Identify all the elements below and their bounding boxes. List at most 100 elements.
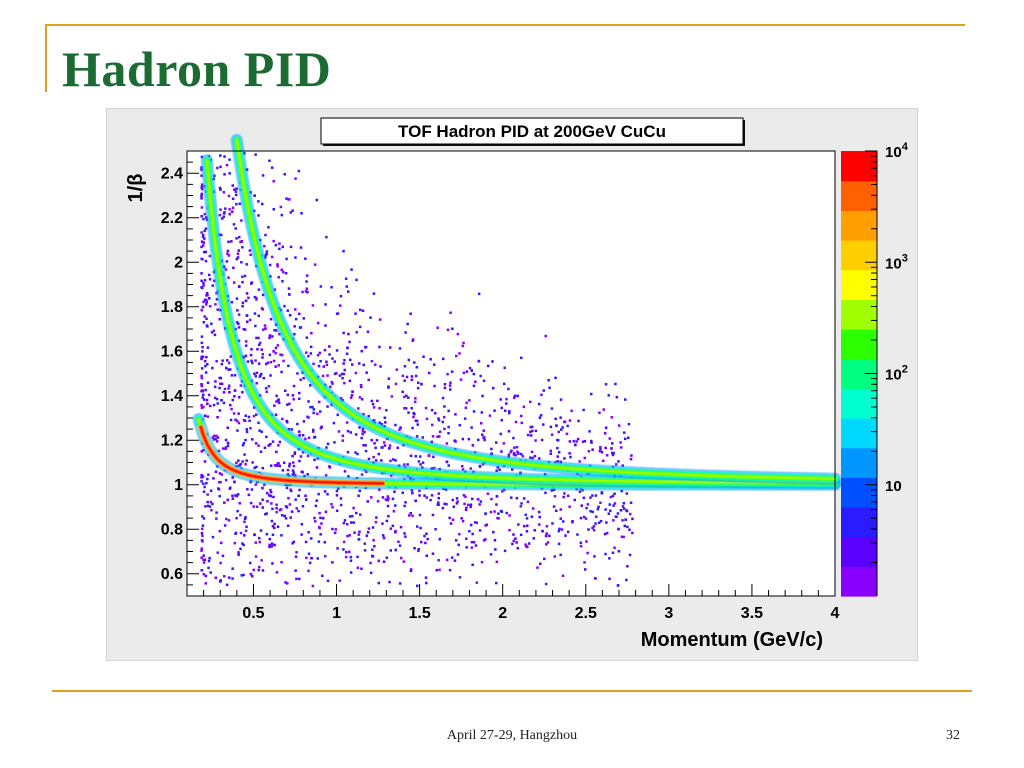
scatter-pixel (294, 555, 298, 558)
chart-title: TOF Hadron PID at 200GeV CuCu (398, 122, 666, 141)
scatter-pixel (524, 543, 527, 546)
scatter-pixel (211, 366, 214, 370)
scatter-pixel (310, 537, 313, 540)
scatter-pixel (610, 447, 613, 450)
scatter-pixel (343, 519, 347, 522)
scatter-pixel (376, 500, 380, 503)
scatter-pixel (204, 259, 208, 263)
scatter-pixel (264, 233, 267, 237)
scatter-pixel (237, 553, 240, 556)
scatter-pixel (240, 240, 244, 243)
scatter-pixel (378, 488, 381, 491)
scatter-pixel (538, 416, 542, 419)
scatter-pixel (592, 525, 596, 528)
scatter-pixel (404, 331, 407, 334)
scatter-pixel (225, 163, 229, 167)
scatter-pixel (248, 419, 251, 422)
scatter-pixel (376, 399, 379, 403)
scatter-pixel (401, 390, 404, 394)
scatter-pixel (248, 249, 252, 252)
scatter-pixel (207, 559, 211, 563)
scatter-pixel (304, 290, 308, 293)
scatter-pixel (213, 333, 217, 337)
scatter-pixel (417, 548, 420, 551)
scatter-pixel (582, 496, 586, 500)
scatter-pixel (419, 526, 422, 530)
scatter-pixel (420, 382, 423, 386)
scatter-pixel (258, 565, 261, 569)
scatter-pixel (270, 166, 274, 169)
scatter-pixel (482, 429, 485, 432)
scatter-pixel (415, 366, 419, 369)
scatter-pixel (435, 568, 438, 572)
scatter-pixel (607, 512, 611, 515)
scatter-pixel (489, 553, 493, 556)
scatter-pixel (556, 455, 559, 458)
scatter-pixel (579, 541, 583, 544)
scatter-pixel (237, 322, 240, 326)
scatter-pixel (202, 233, 205, 237)
scatter-pixel (273, 543, 276, 547)
scatter-pixel (371, 402, 375, 406)
scatter-pixel (608, 437, 611, 440)
scatter-pixel (387, 377, 391, 380)
scatter-pixel (498, 468, 501, 471)
scatter-pixel (582, 408, 585, 412)
scatter-pixel (484, 538, 487, 541)
scatter-pixel (484, 512, 487, 515)
scatter-pixel (357, 538, 361, 541)
scatter-pixel (263, 324, 267, 327)
scatter-pixel (358, 426, 361, 429)
scatter-pixel (222, 215, 225, 218)
scatter-pixel (202, 449, 205, 452)
scatter-pixel (366, 330, 370, 333)
scatter-pixel (220, 473, 224, 476)
scatter-pixel (585, 506, 588, 510)
scatter-pixel (334, 528, 337, 531)
scatter-pixel (418, 513, 422, 517)
scatter-pixel (331, 506, 334, 509)
scatter-pixel (270, 542, 274, 545)
scatter-pixel (346, 523, 349, 526)
scatter-pixel (568, 452, 571, 455)
scatter-pixel (283, 173, 286, 176)
scatter-pixel (275, 464, 279, 467)
scatter-pixel (409, 312, 412, 315)
scatter-pixel (207, 393, 211, 397)
scatter-pixel (373, 545, 376, 548)
scatter-pixel (238, 202, 241, 205)
scatter-pixel (203, 485, 206, 489)
scatter-pixel (243, 419, 247, 422)
scatter-pixel (445, 460, 449, 464)
scatter-pixel (339, 304, 342, 307)
scatter-pixel (309, 384, 312, 387)
scatter-pixel (622, 507, 626, 510)
scatter-pixel (271, 562, 274, 565)
scatter-pixel (543, 557, 546, 561)
scatter-pixel (417, 549, 420, 553)
scatter-pixel (448, 568, 452, 572)
scatter-pixel (563, 457, 566, 460)
scatter-pixel (276, 462, 280, 465)
scatter-pixel (218, 529, 222, 533)
scatter-pixel (231, 577, 234, 580)
scatter-pixel (560, 528, 564, 531)
scatter-pixel (264, 362, 268, 366)
scatter-pixel (350, 521, 353, 524)
scatter-pixel (218, 213, 222, 217)
scatter-pixel (420, 540, 423, 544)
scatter-pixel (615, 396, 619, 399)
scatter-pixel (404, 535, 407, 538)
scatter-pixel (233, 389, 237, 392)
scatter-pixel (270, 519, 274, 523)
scatter-pixel (470, 546, 474, 549)
scatter-pixel (332, 421, 336, 425)
scatter-pixel (278, 440, 282, 444)
scatter-pixel (351, 390, 354, 393)
scatter-pixel (592, 528, 596, 532)
scatter-pixel (223, 575, 226, 578)
scatter-pixel (208, 556, 211, 560)
scatter-pixel (533, 529, 536, 532)
scatter-pixel (508, 411, 511, 415)
